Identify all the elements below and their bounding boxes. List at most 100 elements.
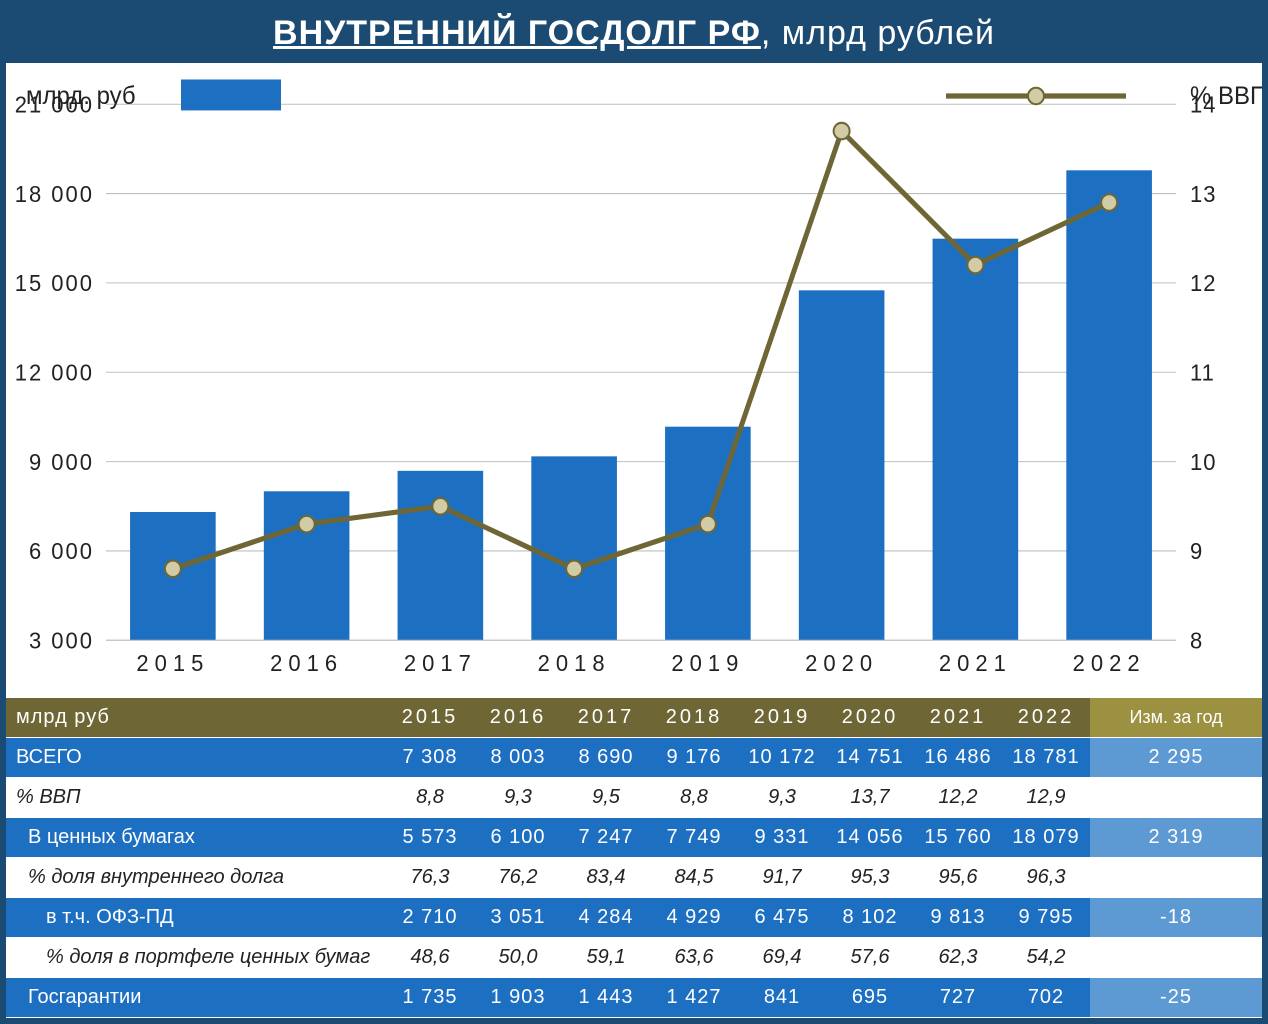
data-table: млрд руб20152016201720182019202020212022… <box>6 698 1262 1018</box>
svg-text:9: 9 <box>1190 539 1203 564</box>
table-cell: 15 760 <box>914 818 1002 858</box>
table-cell: 6 100 <box>474 818 562 858</box>
table-cell: 9,3 <box>738 778 826 818</box>
table-cell: 14 056 <box>826 818 914 858</box>
table-row-label: Госгарантии <box>6 978 386 1018</box>
table-cell: 95,3 <box>826 858 914 898</box>
table-row-label: в т.ч. ОФЗ-ПД <box>6 898 386 938</box>
svg-text:2019: 2019 <box>671 651 744 676</box>
svg-text:8: 8 <box>1190 628 1203 653</box>
table-header-year: Изм. за год <box>1090 698 1262 738</box>
table-cell: 18 781 <box>1002 738 1090 778</box>
svg-text:2015: 2015 <box>136 651 209 676</box>
table-cell: 84,5 <box>650 858 738 898</box>
table-header-label: млрд руб <box>6 698 386 738</box>
table-cell: 9,5 <box>562 778 650 818</box>
table-cell: 702 <box>1002 978 1090 1018</box>
table-cell: 16 486 <box>914 738 1002 778</box>
table-cell: 8,8 <box>650 778 738 818</box>
table-cell: 7 308 <box>386 738 474 778</box>
table-cell: 695 <box>826 978 914 1018</box>
table-cell: 6 475 <box>738 898 826 938</box>
table-cell: 8,8 <box>386 778 474 818</box>
table-cell: 4 929 <box>650 898 738 938</box>
table-cell: 727 <box>914 978 1002 1018</box>
table-cell-change <box>1090 938 1262 978</box>
svg-text:2016: 2016 <box>270 651 343 676</box>
table-cell: 4 284 <box>562 898 650 938</box>
table-row-label: % доля внутреннего долга <box>6 858 386 898</box>
table-cell: 91,7 <box>738 858 826 898</box>
table-cell: 63,6 <box>650 938 738 978</box>
table-cell-change: -25 <box>1090 978 1262 1018</box>
table-cell: 7 749 <box>650 818 738 858</box>
table-cell: 62,3 <box>914 938 1002 978</box>
table-cell: 76,2 <box>474 858 562 898</box>
table-cell: 54,2 <box>1002 938 1090 978</box>
svg-text:2020: 2020 <box>805 651 878 676</box>
table-cell: 8 003 <box>474 738 562 778</box>
table-header-year: 2016 <box>474 698 562 738</box>
table-cell: 5 573 <box>386 818 474 858</box>
table-cell: 96,3 <box>1002 858 1090 898</box>
table-cell-change: -18 <box>1090 898 1262 938</box>
table-cell: 57,6 <box>826 938 914 978</box>
table-cell: 18 079 <box>1002 818 1090 858</box>
table-row-label: ВСЕГО <box>6 738 386 778</box>
svg-text:6 000: 6 000 <box>29 539 94 564</box>
table-cell-change <box>1090 778 1262 818</box>
table-cell: 14 751 <box>826 738 914 778</box>
table-row-label: % ВВП <box>6 778 386 818</box>
table-cell: 95,6 <box>914 858 1002 898</box>
table-header-year: 2018 <box>650 698 738 738</box>
table-header-year: 2015 <box>386 698 474 738</box>
table-cell-change: 2 319 <box>1090 818 1262 858</box>
table-cell: 7 247 <box>562 818 650 858</box>
table-header-year: 2017 <box>562 698 650 738</box>
table-cell: 48,6 <box>386 938 474 978</box>
svg-text:18 000: 18 000 <box>15 182 94 207</box>
svg-text:2017: 2017 <box>404 651 477 676</box>
table-cell: 12,2 <box>914 778 1002 818</box>
table-cell: 1 427 <box>650 978 738 1018</box>
table-cell: 1 735 <box>386 978 474 1018</box>
svg-text:11: 11 <box>1190 360 1215 385</box>
table-cell: 76,3 <box>386 858 474 898</box>
svg-text:12 000: 12 000 <box>15 360 94 385</box>
table-cell: 8 102 <box>826 898 914 938</box>
table-cell: 8 690 <box>562 738 650 778</box>
table-header-year: 2021 <box>914 698 1002 738</box>
table-cell: 9 795 <box>1002 898 1090 938</box>
table-cell-change: 2 295 <box>1090 738 1262 778</box>
table-cell-change <box>1090 858 1262 898</box>
table-cell: 9 176 <box>650 738 738 778</box>
table-cell: 1 443 <box>562 978 650 1018</box>
infographic-frame: ВНУТРЕННИЙ ГОСДОЛГ РФ, млрд рублей 3 000… <box>0 0 1268 1024</box>
svg-text:15 000: 15 000 <box>15 271 94 296</box>
svg-text:10: 10 <box>1190 450 1216 475</box>
table-cell: 9,3 <box>474 778 562 818</box>
svg-text:млрд. руб: млрд. руб <box>26 83 136 110</box>
table-cell: 9 331 <box>738 818 826 858</box>
svg-text:3 000: 3 000 <box>29 628 94 653</box>
svg-text:9 000: 9 000 <box>29 450 94 475</box>
table-row-label: В ценных бумагах <box>6 818 386 858</box>
table-cell: 1 903 <box>474 978 562 1018</box>
table-header-year: 2019 <box>738 698 826 738</box>
table-cell: 2 710 <box>386 898 474 938</box>
title-main-text: ВНУТРЕННИЙ ГОСДОЛГ РФ <box>273 14 761 52</box>
table-header-year: 2022 <box>1002 698 1090 738</box>
table-row-label: % доля в портфеле ценных бумаг <box>6 938 386 978</box>
table-cell: 50,0 <box>474 938 562 978</box>
table-cell: 3 051 <box>474 898 562 938</box>
table-cell: 13,7 <box>826 778 914 818</box>
svg-text:13: 13 <box>1190 182 1216 207</box>
table-cell: 59,1 <box>562 938 650 978</box>
svg-text:2021: 2021 <box>939 651 1012 676</box>
svg-text:12: 12 <box>1190 271 1216 296</box>
table-header-year: 2020 <box>826 698 914 738</box>
debt-chart: 3 0006 0009 00012 00015 00018 00021 0008… <box>6 63 1262 698</box>
table-cell: 9 813 <box>914 898 1002 938</box>
page-title: ВНУТРЕННИЙ ГОСДОЛГ РФ, млрд рублей <box>273 14 995 52</box>
title-suffix: , млрд рублей <box>761 14 995 52</box>
